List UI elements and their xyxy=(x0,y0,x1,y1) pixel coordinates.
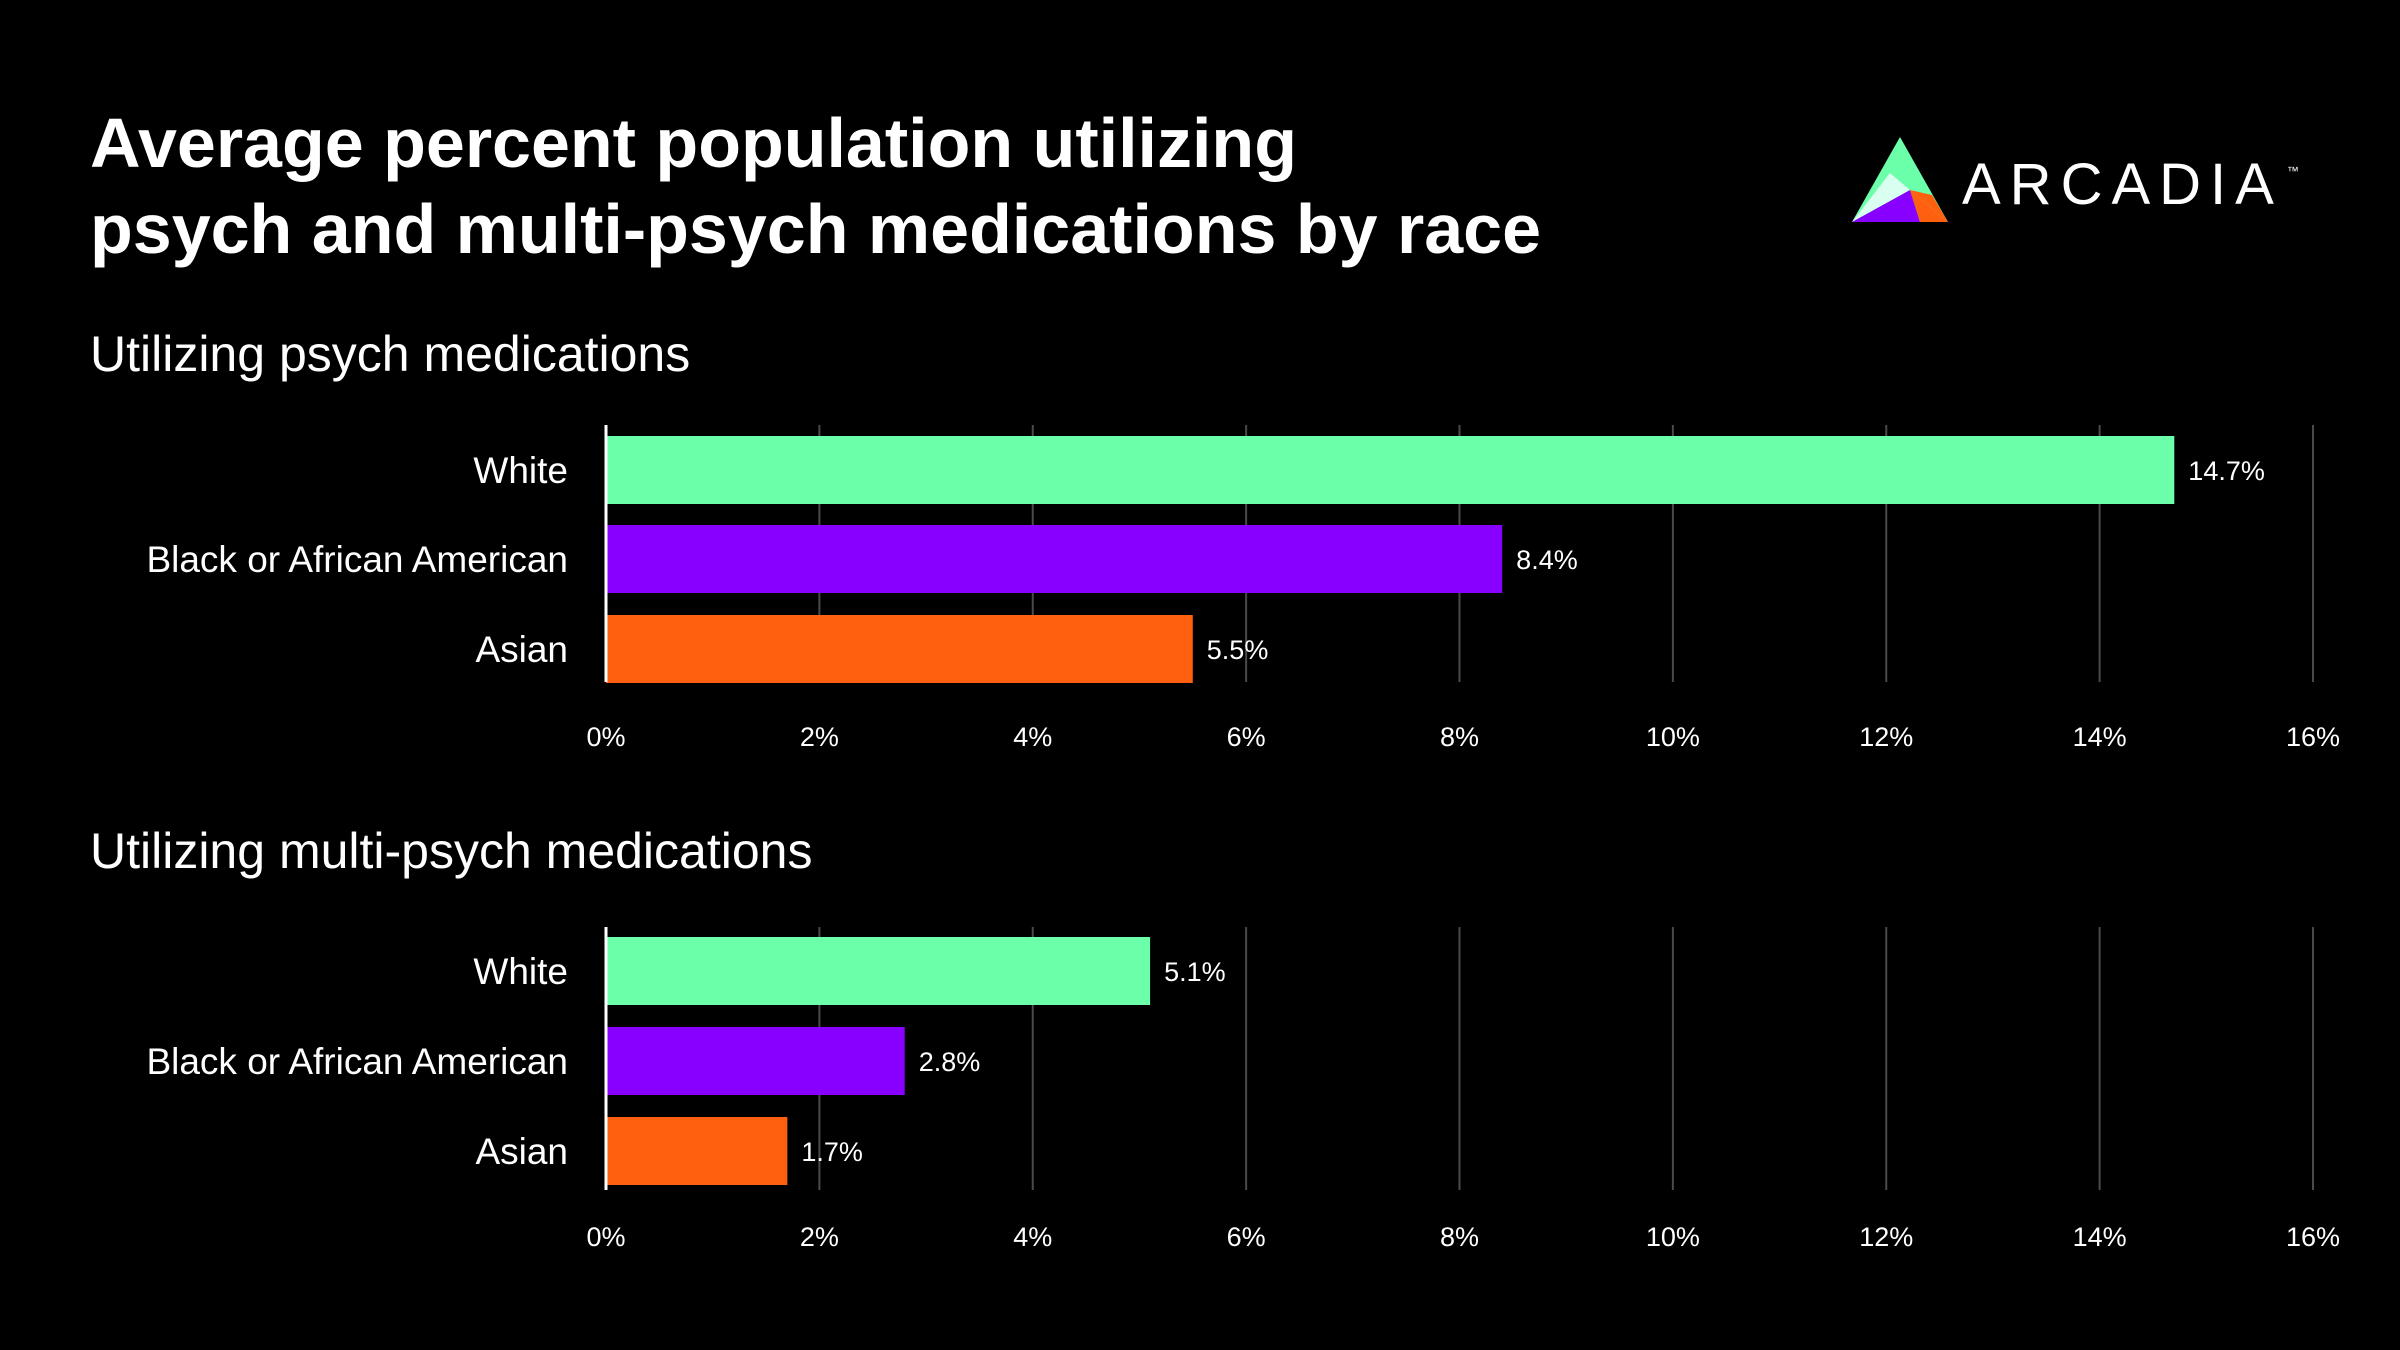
chart-1-title: Utilizing psych medications xyxy=(90,326,691,382)
logo-wordmark: ARCADIA ™ xyxy=(1962,150,2299,220)
chart-title: Average percent population utilizing psyc… xyxy=(90,100,1790,272)
x-tick-label: 16% xyxy=(2286,1222,2340,1252)
x-tick-label: 14% xyxy=(2073,722,2127,752)
bar xyxy=(606,436,2175,504)
x-tick-label: 4% xyxy=(1013,1222,1052,1252)
x-tick-label: 2% xyxy=(800,1222,839,1252)
x-tick-label: 14% xyxy=(2073,1222,2127,1252)
bar xyxy=(606,937,1151,1005)
chart-2-title: Utilizing multi-psych medications xyxy=(90,823,813,879)
category-label: Asian xyxy=(475,1131,568,1172)
category-label: White xyxy=(473,450,568,491)
bar xyxy=(606,615,1193,683)
bar xyxy=(606,1117,788,1185)
x-tick-label: 6% xyxy=(1227,722,1266,752)
arcadia-logo-icon xyxy=(1850,135,1950,230)
title-line-2: psych and multi-psych medications by rac… xyxy=(90,190,1541,268)
bar xyxy=(606,1027,905,1095)
data-label: 1.7% xyxy=(801,1137,863,1167)
x-tick-label: 10% xyxy=(1646,722,1700,752)
logo-text: ARCADIA xyxy=(1962,152,2283,217)
category-label: Black or African American xyxy=(146,539,568,580)
x-tick-label: 12% xyxy=(1859,722,1913,752)
x-tick-label: 12% xyxy=(1859,1222,1913,1252)
category-label: Asian xyxy=(475,629,568,670)
bar xyxy=(606,525,1503,593)
data-label: 5.5% xyxy=(1207,635,1269,665)
logo-trademark: ™ xyxy=(2286,164,2299,178)
x-tick-label: 4% xyxy=(1013,722,1052,752)
data-label: 14.7% xyxy=(2188,456,2265,486)
x-tick-label: 0% xyxy=(586,1222,625,1252)
data-label: 2.8% xyxy=(919,1047,981,1077)
x-tick-label: 0% xyxy=(586,722,625,752)
x-tick-label: 16% xyxy=(2286,722,2340,752)
x-tick-label: 8% xyxy=(1440,722,1479,752)
data-label: 5.1% xyxy=(1164,957,1226,987)
category-label: White xyxy=(473,951,568,992)
x-tick-label: 6% xyxy=(1227,1222,1266,1252)
x-tick-label: 2% xyxy=(800,722,839,752)
title-line-1: Average percent population utilizing xyxy=(90,104,1297,182)
x-tick-label: 8% xyxy=(1440,1222,1479,1252)
category-label: Black or African American xyxy=(146,1041,568,1082)
x-tick-label: 10% xyxy=(1646,1222,1700,1252)
data-label: 8.4% xyxy=(1516,545,1578,575)
